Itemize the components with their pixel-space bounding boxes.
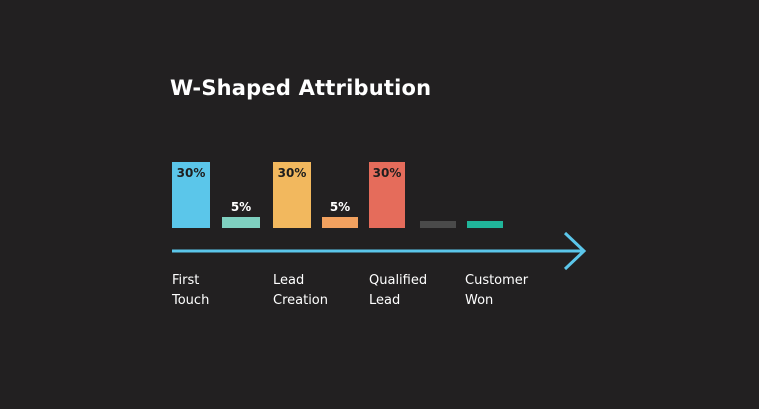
bar bbox=[273, 162, 311, 228]
bar bbox=[420, 221, 456, 228]
bar-value-label: 5% bbox=[329, 200, 351, 214]
bar-value-label: 30% bbox=[372, 166, 402, 180]
stage-label-line1: Customer bbox=[465, 273, 529, 288]
stage-qualified-lead: Qualified Lead bbox=[369, 271, 427, 311]
bar-value-label: 30% bbox=[277, 166, 307, 180]
chart-title: W-Shaped Attribution bbox=[170, 76, 432, 100]
stage-label-line1: Qualified bbox=[369, 273, 428, 288]
stage-label-line2: Creation bbox=[273, 293, 329, 308]
stage-label-line1: First bbox=[172, 273, 200, 288]
arrow-head-icon bbox=[563, 231, 587, 271]
bar-value-label: 5% bbox=[230, 200, 252, 214]
stage-label-line2: Touch bbox=[172, 293, 210, 308]
stage-label-line2: Lead bbox=[369, 293, 401, 308]
bar bbox=[222, 217, 260, 228]
stage-label-line1: Lead bbox=[273, 273, 305, 288]
bar bbox=[322, 217, 358, 228]
stage-first-touch: First Touch bbox=[172, 271, 209, 311]
stage-lead-creation: Lead Creation bbox=[273, 271, 328, 311]
bar bbox=[369, 162, 405, 228]
bar bbox=[172, 162, 210, 228]
stage-customer-won: Customer Won bbox=[465, 271, 528, 311]
bar bbox=[467, 221, 503, 228]
stage-label-line2: Won bbox=[465, 293, 494, 308]
bar-value-label: 30% bbox=[176, 166, 206, 180]
